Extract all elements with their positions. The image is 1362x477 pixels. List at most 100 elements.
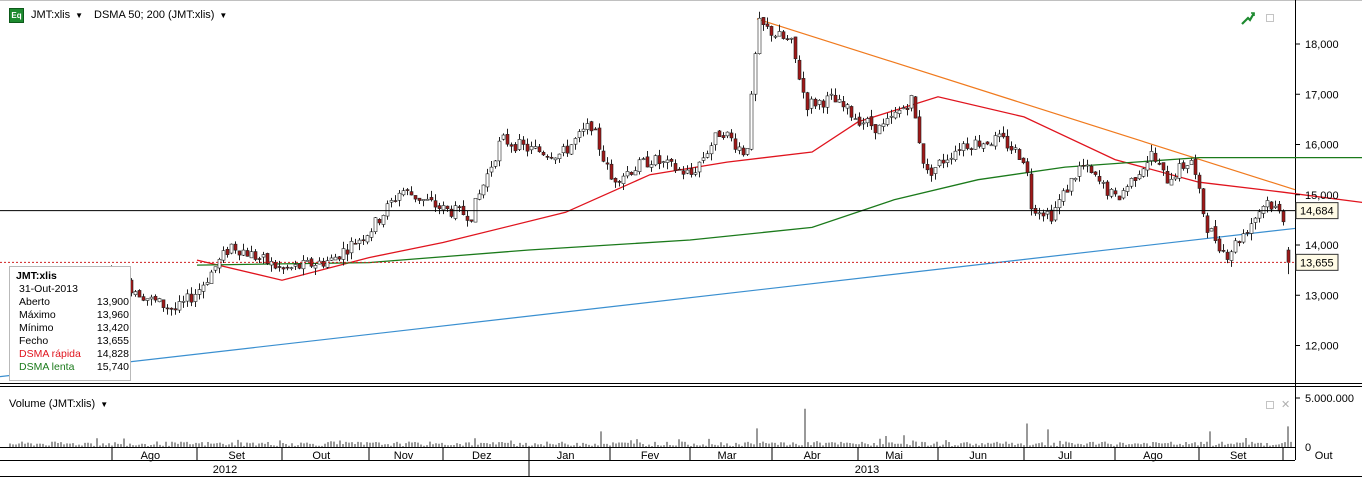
indicator-selector[interactable]: DSMA 50; 200 (JMT:xlis) ▼ xyxy=(94,6,227,24)
ohlc-info-box: JMT:xlis 31-Out-2013 Aberto 13,900 Máximo 1… xyxy=(9,266,131,381)
candle-down xyxy=(589,121,594,132)
candle-down xyxy=(393,200,398,202)
candle-up xyxy=(1233,240,1238,253)
chevron-down-icon: ▼ xyxy=(75,10,84,20)
candle-down xyxy=(417,197,422,201)
candle-up xyxy=(1077,165,1082,177)
volume-zero-label: 0 xyxy=(1305,442,1311,454)
candle-down xyxy=(1237,241,1242,244)
candle-down xyxy=(869,116,874,127)
candle-down xyxy=(849,106,854,118)
info-row-value: 13,900 xyxy=(96,296,129,308)
candle-down xyxy=(277,266,282,268)
restore-icon[interactable] xyxy=(1266,401,1274,409)
restore-icon[interactable] xyxy=(1266,14,1274,22)
candle-up xyxy=(1073,178,1078,181)
candle-up xyxy=(561,146,566,154)
trend-tool-icon[interactable] xyxy=(1240,10,1256,26)
time-axis: Ago Set Out Nov Dez Jan Fev Mar Abr Mai Jun Jul Ago S… xyxy=(111,447,1333,477)
candle-down xyxy=(1001,132,1006,138)
candle-up xyxy=(877,124,882,135)
info-row-label: Fecho xyxy=(19,335,49,347)
candle-up xyxy=(1229,251,1234,261)
candle-down xyxy=(413,195,418,200)
candle-up xyxy=(1137,174,1142,180)
candle-down xyxy=(1029,173,1034,210)
candle-down xyxy=(281,267,286,270)
candle-up xyxy=(293,264,298,267)
candle-up xyxy=(889,115,894,118)
candle-up xyxy=(981,143,986,149)
candle-down xyxy=(141,296,146,301)
candle-up xyxy=(581,128,586,132)
candle-up xyxy=(701,157,706,161)
candle-down xyxy=(613,177,618,183)
candle-up xyxy=(709,145,714,155)
candle-up xyxy=(897,109,902,114)
candle-up xyxy=(773,35,778,38)
candle-up xyxy=(289,267,294,269)
candle-up xyxy=(693,172,698,175)
info-symbol: JMT:xlis xyxy=(16,270,57,282)
candle-up xyxy=(1265,200,1270,208)
info-row-value: 14,828 xyxy=(96,348,129,360)
candle-up xyxy=(305,260,310,262)
volume-selector[interactable]: Volume (JMT:xlis) ▼ xyxy=(9,398,108,410)
candle-up xyxy=(737,146,742,151)
candle-down xyxy=(729,132,734,139)
candle-up xyxy=(485,173,490,188)
support-trendline xyxy=(0,227,1296,378)
candle-up xyxy=(389,200,394,203)
month-label: Nov xyxy=(394,450,414,462)
candle-down xyxy=(361,239,366,242)
candle-up xyxy=(1185,165,1190,169)
candle-down xyxy=(805,92,810,111)
candle-down xyxy=(1217,238,1222,252)
candle-up xyxy=(809,98,814,109)
candle-up xyxy=(553,157,558,161)
candle-down xyxy=(605,162,610,165)
candle-up xyxy=(825,95,830,108)
candle-up xyxy=(333,256,338,261)
candle-up xyxy=(185,293,190,302)
candle-down xyxy=(985,141,990,145)
symbol-selector[interactable]: JMT:xlis ▼ xyxy=(31,6,83,24)
candle-down xyxy=(1117,195,1122,201)
candle-down xyxy=(741,147,746,156)
candle-up xyxy=(661,161,666,163)
candle-down xyxy=(813,98,818,107)
candle-down xyxy=(273,262,278,269)
candle-up xyxy=(1121,190,1126,199)
trend-lines xyxy=(0,18,1296,378)
info-row-value: 13,420 xyxy=(96,322,129,334)
candle-down xyxy=(677,168,682,171)
candle-down xyxy=(257,258,262,260)
price-marker-box xyxy=(1295,253,1339,271)
candle-down xyxy=(1181,162,1186,169)
candle-down xyxy=(1197,174,1202,189)
candle-down xyxy=(409,191,414,196)
candle-down xyxy=(265,253,270,264)
candle-down xyxy=(1105,181,1110,196)
candle-down xyxy=(233,243,238,251)
close-icon[interactable]: ✕ xyxy=(1281,399,1291,411)
equity-icon[interactable]: Eq xyxy=(9,8,24,23)
candle-up xyxy=(441,205,446,211)
candle-down xyxy=(161,299,166,308)
candle-down xyxy=(1269,201,1274,210)
candle-down xyxy=(1093,171,1098,175)
candle-up xyxy=(1177,163,1182,179)
candle-up xyxy=(1125,186,1130,192)
candle-up xyxy=(1141,168,1146,177)
volume-label: Volume (JMT:xlis) xyxy=(9,398,96,410)
candle-up xyxy=(241,249,246,256)
candle-up xyxy=(1129,177,1134,187)
candle-up xyxy=(229,243,234,254)
candle-down xyxy=(765,23,770,27)
candle-down xyxy=(905,107,910,110)
candle-up xyxy=(149,296,154,300)
candle-down xyxy=(761,17,766,25)
candle-down xyxy=(969,148,974,150)
candle-up xyxy=(181,300,186,303)
